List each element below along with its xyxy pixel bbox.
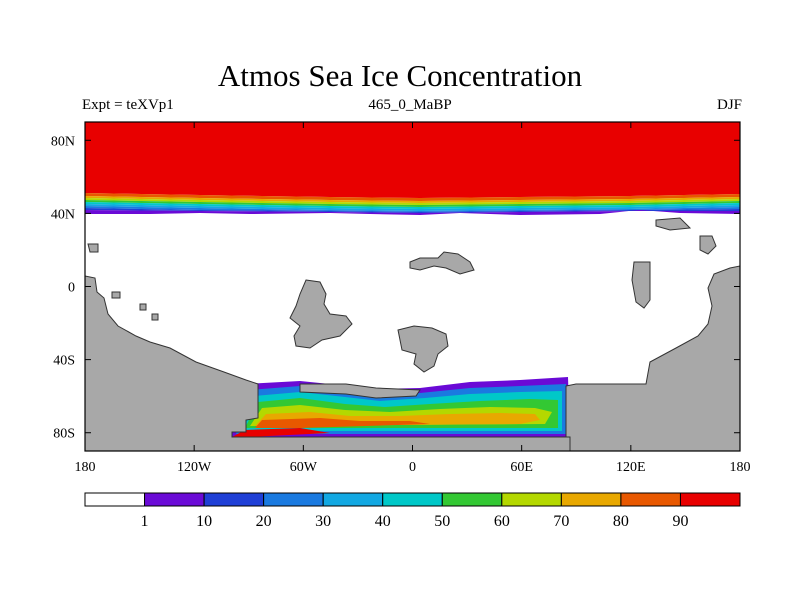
island-west-dot — [139, 303, 147, 311]
island-east — [631, 261, 651, 309]
colorbar-box — [560, 492, 622, 507]
southern-ice-field — [232, 377, 570, 437]
ice-band-90 — [255, 418, 430, 428]
landmasses — [85, 217, 740, 451]
y-tick-label: 0 — [68, 281, 75, 296]
island-west-dot — [111, 291, 121, 299]
colorbar-box — [501, 492, 562, 507]
ice-band-60 — [85, 198, 740, 205]
ice-band-90 — [85, 122, 740, 198]
ice-band-1 — [85, 210, 740, 215]
island-north-central — [409, 251, 475, 275]
colorbar-box — [441, 492, 503, 507]
period-label: 465_0_MaBP — [368, 97, 452, 113]
colorbar-label: 1 — [141, 513, 149, 530]
x-tick-label: 120E — [616, 460, 646, 475]
experiment-label: Expt = teXVp1 — [82, 97, 174, 113]
ice-band-80 — [85, 193, 740, 201]
ice-band-90 — [232, 428, 330, 437]
y-axis: 80N 40N 0 40S 80S — [51, 134, 740, 442]
island-west-dot — [151, 313, 159, 321]
y-tick-label: 80N — [51, 134, 75, 149]
x-tick-label: 60E — [510, 460, 533, 475]
colorbar-label: 90 — [672, 513, 688, 530]
x-axis: 180 120W 60W 0 60E 120E 180 — [75, 122, 751, 475]
colorbar-box — [620, 492, 681, 507]
colorbar-box — [144, 492, 205, 507]
island-central-west — [289, 279, 353, 349]
colorbar-box — [203, 492, 265, 507]
x-tick-label: 0 — [409, 460, 416, 475]
x-tick-label: 180 — [730, 460, 751, 475]
colorbar-box — [322, 492, 384, 507]
colorbar-label: 30 — [315, 513, 331, 530]
island-west-small — [87, 243, 99, 253]
colorbar-box — [679, 492, 741, 507]
colorbar-label: 20 — [256, 513, 272, 530]
x-tick-label: 120W — [177, 460, 212, 475]
colorbar-label: 10 — [196, 513, 212, 530]
west-continent — [85, 275, 571, 451]
plot-title: Atmos Sea Ice Concentration — [217, 58, 583, 93]
map-area — [85, 122, 740, 451]
colorbar: 1 10 20 30 40 50 60 70 80 90 — [84, 492, 741, 530]
colorbar-label: 40 — [375, 513, 391, 530]
season-label: DJF — [716, 97, 742, 113]
antarctic-peninsula — [299, 383, 421, 399]
ice-band-40 — [85, 202, 740, 209]
island-northeast — [655, 217, 692, 231]
colorbar-box — [84, 492, 146, 507]
ice-band-50 — [85, 200, 740, 207]
colorbar-label: 60 — [494, 513, 510, 530]
ice-band-70 — [85, 196, 740, 203]
colorbar-label: 50 — [434, 513, 450, 530]
ice-band-10 — [85, 208, 740, 213]
x-tick-label: 180 — [75, 460, 96, 475]
northern-ice-field — [85, 122, 740, 215]
east-continent — [565, 265, 740, 451]
colorbar-box — [263, 492, 324, 507]
x-tick-label: 60W — [290, 460, 318, 475]
y-tick-label: 40N — [51, 207, 75, 222]
y-tick-label: 80S — [53, 427, 75, 442]
island-northeast-small — [699, 235, 717, 255]
colorbar-label: 70 — [553, 513, 569, 530]
island-central — [397, 325, 449, 373]
colorbar-label: 80 — [613, 513, 629, 530]
y-tick-label: 40S — [53, 354, 75, 369]
ice-band-30 — [85, 204, 740, 211]
colorbar-box — [382, 492, 443, 507]
ice-band-20 — [85, 206, 740, 212]
